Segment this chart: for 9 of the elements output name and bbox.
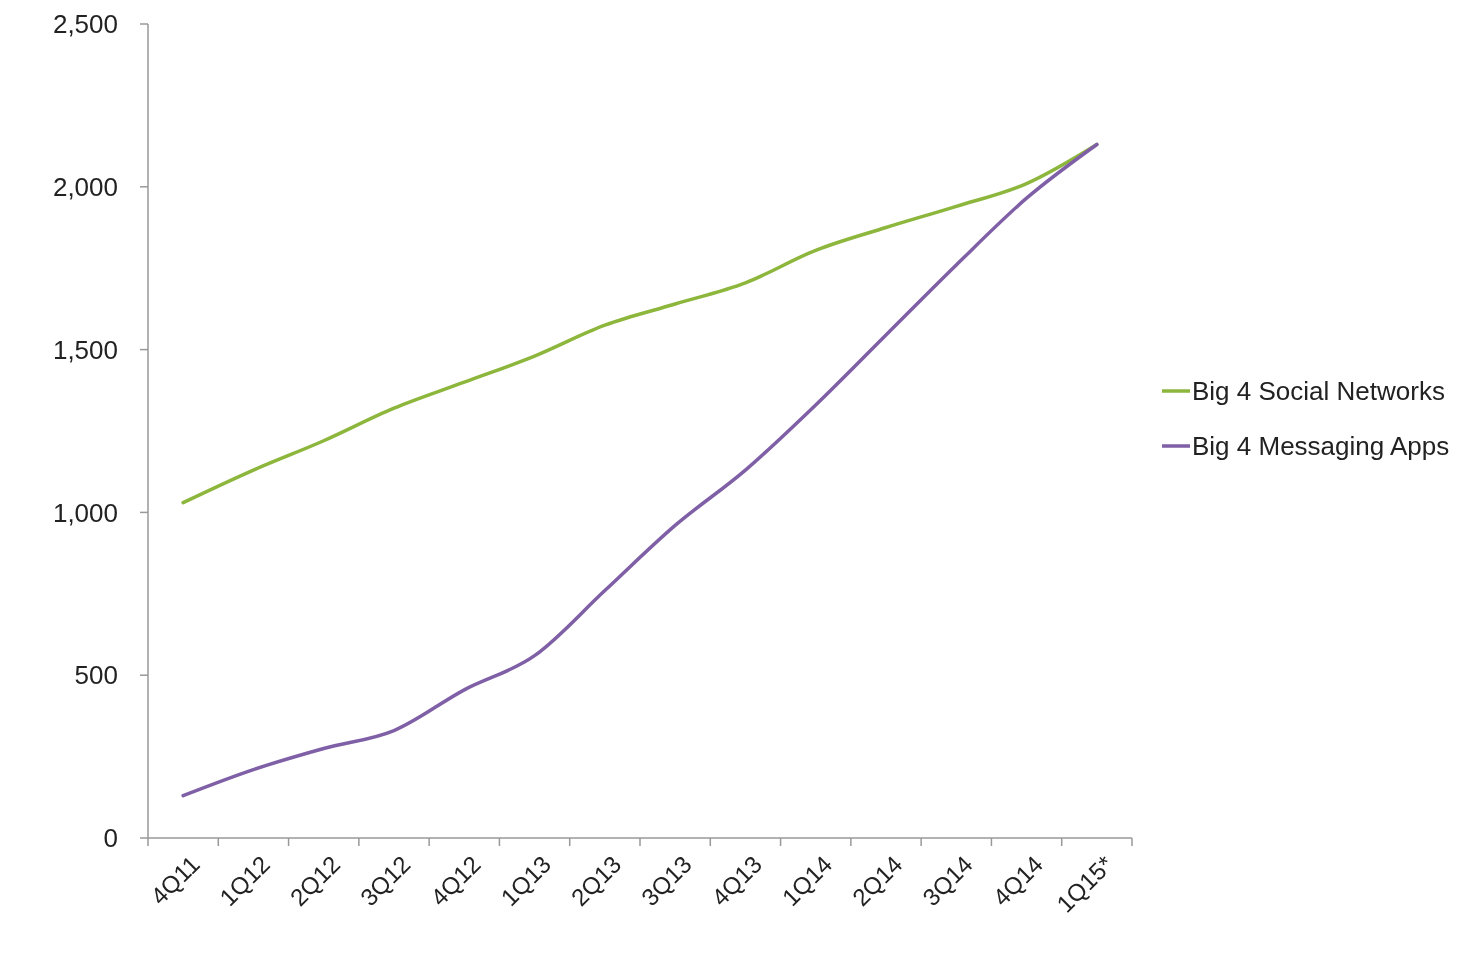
y-tick-label: 1,000 xyxy=(52,497,118,528)
y-tick-label: 2,000 xyxy=(52,171,118,202)
y-tick-label: 0 xyxy=(103,823,118,854)
legend-label: Big 4 Social Networks xyxy=(1192,376,1445,407)
legend-label: Big 4 Messaging Apps xyxy=(1192,431,1450,462)
y-tick-label: 500 xyxy=(74,660,118,691)
y-tick-label: 2,500 xyxy=(52,9,118,40)
line-series xyxy=(181,142,1099,798)
y-tick-label: 1,500 xyxy=(52,334,118,365)
